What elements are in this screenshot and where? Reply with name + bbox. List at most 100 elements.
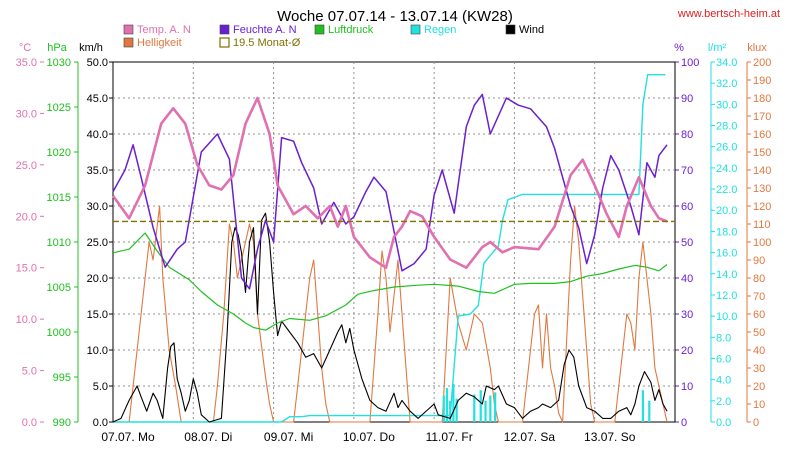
tick-label-wind: 5.0 bbox=[93, 381, 108, 393]
tick-label-brightness: 50 bbox=[753, 327, 765, 339]
x-tick-label: 12.07. Sa bbox=[504, 430, 556, 444]
axis-rain: 0.0 2.0 4.0 6.0 8.0 10.0 12.0 14.0 16.0 18.0 20.0 2… bbox=[708, 42, 738, 429]
axis-unit-pressure: hPa bbox=[47, 42, 67, 54]
tick-label-humidity: 0 bbox=[681, 417, 687, 429]
legend-item-rain: Regen bbox=[410, 24, 456, 36]
axis-unit-rain: l/m² bbox=[708, 42, 727, 54]
tick-label-brightness: 130 bbox=[753, 183, 771, 195]
tick-label-brightness: 180 bbox=[753, 93, 771, 105]
tick-label-rain: 24.0 bbox=[716, 163, 737, 175]
legend-label: Wind bbox=[519, 24, 544, 36]
tick-label-humidity: 10 bbox=[681, 381, 693, 393]
tick-label-brightness: 100 bbox=[753, 237, 771, 249]
tick-label-pressure: 1000 bbox=[47, 327, 71, 339]
x-tick-label: 08.07. Di bbox=[184, 430, 232, 444]
tick-label-temp: 15.0 bbox=[16, 263, 37, 275]
series-line-pressure bbox=[112, 232, 668, 331]
tick-label-brightness: 20 bbox=[753, 381, 765, 393]
tick-label-humidity: 40 bbox=[681, 273, 693, 285]
axis-humidity: 0 10 20 30 40 50 60 70 80 90 100% bbox=[674, 42, 699, 429]
tick-label-wind: 10.0 bbox=[87, 345, 108, 357]
tick-label-wind: 30.0 bbox=[87, 201, 108, 213]
x-tick-label: 10.07. Do bbox=[343, 430, 395, 444]
tick-label-wind: 25.0 bbox=[87, 237, 108, 249]
legend-label: Regen bbox=[424, 24, 456, 36]
tick-label-wind: 15.0 bbox=[87, 309, 108, 321]
legend-swatch bbox=[123, 37, 134, 48]
tick-label-wind: 45.0 bbox=[87, 93, 108, 105]
axis-unit-wind: km/h bbox=[79, 42, 103, 54]
legend-label: Temp. A. N bbox=[137, 24, 191, 36]
source-link[interactable]: www.bertsch-heim.at bbox=[677, 8, 780, 20]
tick-label-wind: 0.0 bbox=[93, 417, 108, 429]
axis-temp: 0.0 5.0 10.0 15.0 20.0 25.0 30.0 35.0 °C bbox=[16, 42, 44, 429]
x-tick-label: 13.07. So bbox=[584, 430, 636, 444]
tick-label-rain: 30.0 bbox=[716, 99, 737, 111]
legend: Temp. A. N Feuchte A. N Luftdruck Regen Wind… bbox=[123, 24, 544, 49]
tick-label-wind: 20.0 bbox=[87, 273, 108, 285]
tick-label-brightness: 110 bbox=[753, 219, 771, 231]
tick-label-brightness: 200 bbox=[753, 57, 771, 69]
tick-label-brightness: 60 bbox=[753, 309, 765, 321]
axes: 0.0 5.0 10.0 15.0 20.0 25.0 30.0 35.0 °C 990 995 10… bbox=[16, 42, 772, 444]
legend-label: Feuchte A. N bbox=[233, 24, 297, 36]
tick-label-rain: 16.0 bbox=[716, 248, 737, 260]
legend-item-avg: 19.5 Monat-Ø bbox=[219, 37, 301, 49]
x-tick-label: 11.07. Fr bbox=[426, 430, 473, 444]
tick-label-brightness: 70 bbox=[753, 291, 765, 303]
legend-label: Helligkeit bbox=[137, 37, 182, 49]
tick-label-pressure: 1025 bbox=[47, 102, 71, 114]
x-tick-label: 07.07. Mo bbox=[101, 430, 155, 444]
tick-label-humidity: 90 bbox=[681, 93, 693, 105]
tick-label-rain: 32.0 bbox=[716, 78, 737, 90]
tick-label-humidity: 100 bbox=[681, 57, 699, 69]
tick-label-temp: 0.0 bbox=[22, 417, 37, 429]
legend-item-humidity: Feuchte A. N bbox=[219, 24, 297, 36]
tick-label-temp: 35.0 bbox=[16, 57, 37, 69]
legend-swatch bbox=[314, 24, 325, 35]
tick-label-brightness: 90 bbox=[753, 255, 765, 267]
tick-label-rain: 14.0 bbox=[716, 269, 737, 281]
tick-label-rain: 0.0 bbox=[716, 417, 731, 429]
tick-label-rain: 6.0 bbox=[716, 353, 731, 365]
tick-label-wind: 35.0 bbox=[87, 165, 108, 177]
tick-label-humidity: 30 bbox=[681, 309, 693, 321]
tick-label-humidity: 20 bbox=[681, 345, 693, 357]
tick-label-brightness: 0 bbox=[753, 417, 759, 429]
legend-item-wind: Wind bbox=[505, 24, 544, 36]
tick-label-humidity: 80 bbox=[681, 129, 693, 141]
legend-item-brightness: Helligkeit bbox=[123, 37, 182, 49]
tick-label-rain: 28.0 bbox=[716, 121, 737, 133]
tick-label-pressure: 1010 bbox=[47, 237, 71, 249]
tick-label-rain: 34.0 bbox=[716, 57, 737, 69]
tick-label-humidity: 60 bbox=[681, 201, 693, 213]
tick-label-brightness: 40 bbox=[753, 345, 765, 357]
axis-brightness: 0 10 20 30 40 50 60 70 80 90 100 110 120 130 140 150 160… bbox=[746, 42, 771, 429]
legend-label: 19.5 Monat-Ø bbox=[233, 37, 301, 49]
legend-item-pressure: Luftdruck bbox=[314, 24, 374, 36]
tick-label-brightness: 30 bbox=[753, 363, 765, 375]
legend-swatch bbox=[410, 24, 421, 35]
tick-label-rain: 18.0 bbox=[716, 226, 737, 238]
tick-label-pressure: 1020 bbox=[47, 147, 71, 159]
legend-swatch bbox=[219, 24, 230, 35]
tick-label-rain: 2.0 bbox=[716, 396, 731, 408]
tick-label-humidity: 50 bbox=[681, 237, 693, 249]
tick-label-rain: 22.0 bbox=[716, 184, 737, 196]
tick-label-brightness: 170 bbox=[753, 111, 771, 123]
tick-label-brightness: 10 bbox=[753, 399, 765, 411]
tick-label-brightness: 160 bbox=[753, 129, 771, 141]
tick-label-rain: 8.0 bbox=[716, 332, 731, 344]
axis-pressure: 990 995 1000 1005 1010 1015 1020 1025 1030 hPa bbox=[47, 42, 79, 429]
tick-label-brightness: 80 bbox=[753, 273, 765, 285]
axis-unit-humidity: % bbox=[674, 42, 684, 54]
series-line-rain bbox=[113, 74, 666, 423]
series-line-temp bbox=[111, 96, 668, 269]
tick-label-brightness: 150 bbox=[753, 147, 771, 159]
axis-unit-temp: °C bbox=[19, 42, 31, 54]
legend-item-temp: Temp. A. N bbox=[123, 24, 191, 36]
tick-label-rain: 12.0 bbox=[716, 290, 737, 302]
tick-label-temp: 20.0 bbox=[16, 211, 37, 223]
